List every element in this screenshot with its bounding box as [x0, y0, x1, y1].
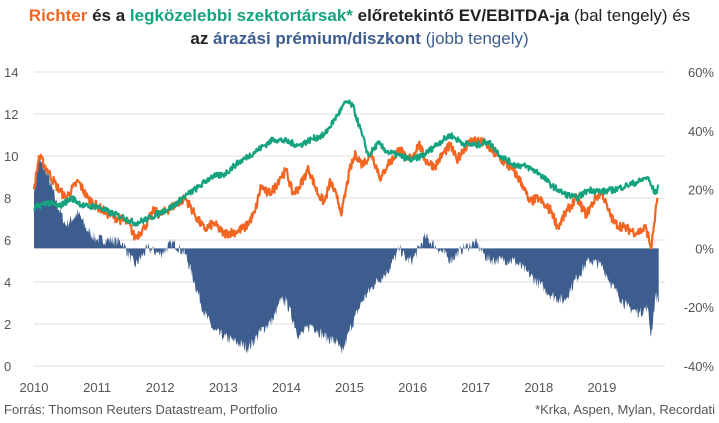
title-line1-segment-2: legközelebbi szektortársak*: [129, 6, 353, 25]
left-tick-label: 6: [4, 233, 11, 248]
right-tick-label: 60%: [688, 65, 714, 80]
series-area-premium-discount: [34, 158, 659, 355]
title-line1-segment-3: előretekintő EV/EBITDA-ja: [352, 6, 574, 25]
title-line1-segment-4: (bal tengely) és: [573, 6, 691, 25]
x-tick-label: 2019: [587, 380, 616, 395]
chart-title-line-2: az árazási prémium/diszkont (jobb tengel…: [0, 27, 719, 50]
left-tick-label: 14: [4, 65, 18, 80]
series-line-orange: [32, 136, 659, 250]
source-note: Forrás: Thomson Reuters Datastream, Port…: [4, 402, 278, 417]
x-axis-ticks: 2010 2011 2012 2013 2014 2015 2016 2017 2018 2019: [20, 380, 617, 395]
ev-ebitda-lines: [32, 99, 660, 250]
left-tick-label: 0: [4, 359, 11, 374]
x-tick-label: 2010: [20, 380, 49, 395]
peers-footnote: *Krka, Aspen, Mylan, Recordati: [535, 402, 715, 417]
premium-discount-area: [34, 158, 659, 355]
x-tick-label: 2013: [209, 380, 238, 395]
title-line2-segment-0: az: [190, 29, 214, 48]
x-tick-label: 2018: [524, 380, 553, 395]
x-tick-label: 2014: [272, 380, 301, 395]
left-tick-label: 8: [4, 191, 11, 206]
left-tick-label: 2: [4, 317, 11, 332]
x-tick-label: 2011: [83, 380, 111, 395]
chart-title-line-1: Richter és a legközelebbi szektortársak*…: [0, 4, 719, 27]
series-line-green: [33, 99, 660, 227]
right-tick-label: 20%: [688, 183, 714, 198]
title-line1-segment-1: és a: [87, 6, 130, 25]
right-axis-ticks: 60% 40% 20% 0% -20% -40%: [684, 65, 715, 374]
x-tick-label: 2015: [335, 380, 364, 395]
right-tick-label: -20%: [684, 300, 715, 315]
left-tick-label: 12: [4, 107, 18, 122]
right-tick-label: 0%: [695, 241, 714, 256]
right-tick-label: 40%: [688, 124, 714, 139]
left-tick-label: 10: [4, 149, 18, 164]
left-axis-ticks: 0 2 4 6 8 10 12 14: [4, 65, 18, 374]
title-line2-segment-2: (jobb tengely): [425, 29, 529, 48]
left-tick-label: 4: [4, 275, 11, 290]
title-line1-segment-0: Richter: [28, 6, 88, 25]
right-tick-label: -40%: [684, 359, 715, 374]
x-tick-label: 2016: [398, 380, 427, 395]
title-line2-segment-1: árazási prémium/diszkont: [213, 29, 426, 48]
x-tick-label: 2012: [146, 380, 175, 395]
x-tick-label: 2017: [461, 380, 490, 395]
chart-title: Richter és a legközelebbi szektortársak*…: [0, 4, 719, 50]
